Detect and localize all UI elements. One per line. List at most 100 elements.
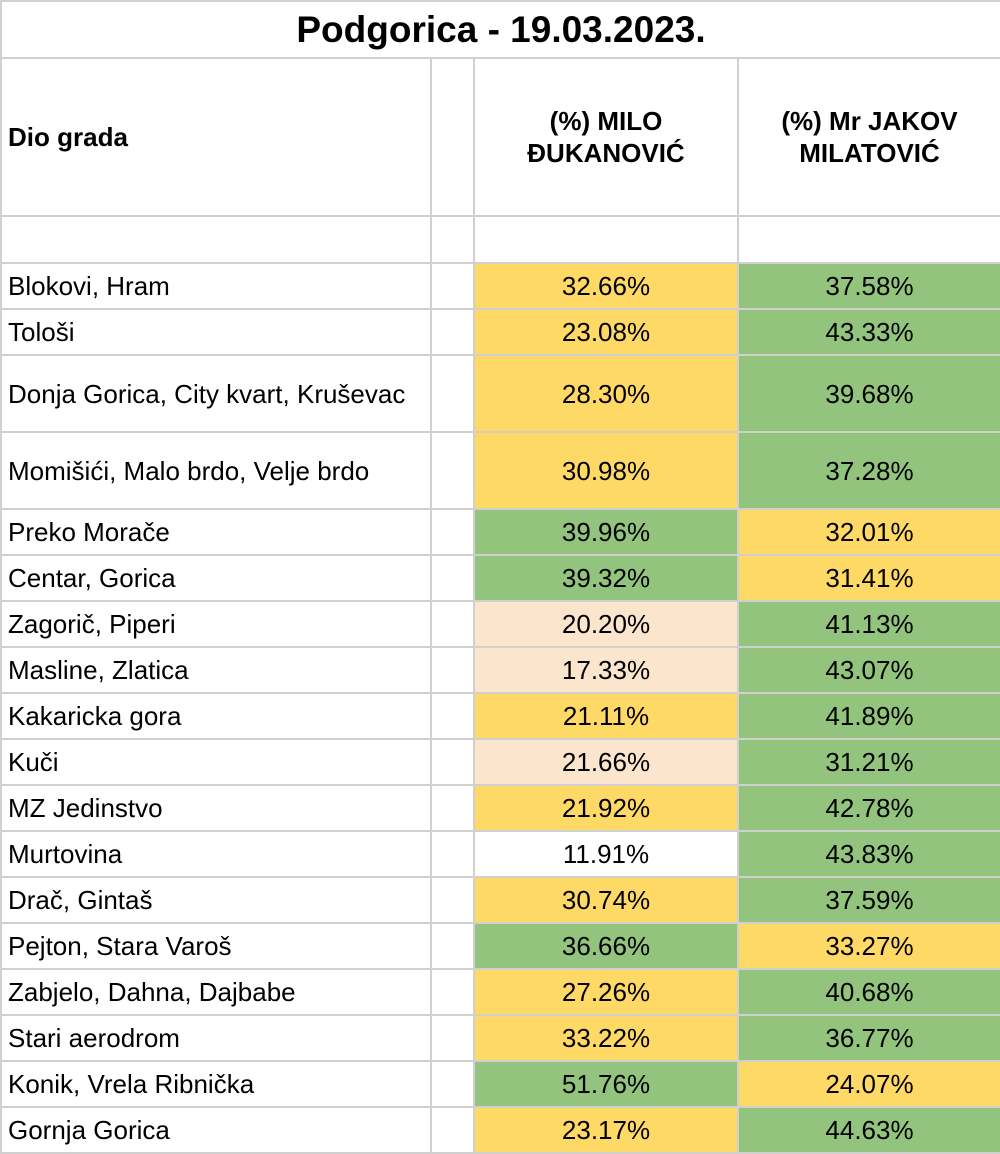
empty-cell [430, 215, 475, 264]
title-row: Podgorica - 19.03.2023. [0, 0, 1000, 59]
district-cell: Drač, Gintaš [0, 876, 432, 924]
district-cell: Masline, Zlatica [0, 646, 432, 694]
empty-cell [473, 215, 739, 264]
milatovic-cell: 37.59% [736, 876, 1000, 924]
table-row: Momišići, Malo brdo, Velje brdo 30.98% 37.… [0, 431, 1000, 510]
blank-cell [430, 1106, 475, 1154]
djukanovic-cell: 23.17% [473, 1106, 739, 1154]
blank-cell [430, 1014, 475, 1062]
district-cell: Murtovina [0, 830, 432, 878]
table-row: Masline, Zlatica 17.33% 43.07% [0, 646, 1000, 694]
milatovic-cell: 33.27% [736, 922, 1000, 970]
blank-cell [430, 354, 475, 433]
djukanovic-cell: 51.76% [473, 1060, 739, 1108]
djukanovic-cell: 33.22% [473, 1014, 739, 1062]
blank-cell [430, 922, 475, 970]
djukanovic-cell: 23.08% [473, 308, 739, 356]
header-milatovic: (%) Mr JAKOV MILATOVIĆ [736, 57, 1000, 217]
district-cell: Blokovi, Hram [0, 262, 432, 310]
milatovic-cell: 42.78% [736, 784, 1000, 832]
djukanovic-cell: 21.66% [473, 738, 739, 786]
blank-cell [430, 830, 475, 878]
table-row: Kakaricka gora 21.11% 41.89% [0, 692, 1000, 740]
milatovic-cell: 41.89% [736, 692, 1000, 740]
table-row: MZ Jedinstvo 21.92% 42.78% [0, 784, 1000, 832]
blank-cell [430, 876, 475, 924]
district-cell: Zabjelo, Dahna, Dajbabe [0, 968, 432, 1016]
djukanovic-cell: 30.74% [473, 876, 739, 924]
district-cell: Centar, Gorica [0, 554, 432, 602]
djukanovic-cell: 20.20% [473, 600, 739, 648]
milatovic-cell: 43.07% [736, 646, 1000, 694]
table-row: Zabjelo, Dahna, Dajbabe 27.26% 40.68% [0, 968, 1000, 1016]
blank-cell [430, 692, 475, 740]
district-cell: Gornja Gorica [0, 1106, 432, 1154]
table-row: Tološi 23.08% 43.33% [0, 308, 1000, 356]
blank-cell [430, 308, 475, 356]
header-district: Dio grada [0, 57, 432, 217]
milatovic-cell: 36.77% [736, 1014, 1000, 1062]
milatovic-cell: 40.68% [736, 968, 1000, 1016]
milatovic-cell: 44.63% [736, 1106, 1000, 1154]
milatovic-cell: 37.28% [736, 431, 1000, 510]
district-cell: Tološi [0, 308, 432, 356]
blank-cell [430, 600, 475, 648]
djukanovic-cell: 36.66% [473, 922, 739, 970]
milatovic-cell: 24.07% [736, 1060, 1000, 1108]
table-row: Murtovina 11.91% 43.83% [0, 830, 1000, 878]
table-row: Centar, Gorica 39.32% 31.41% [0, 554, 1000, 602]
district-cell: Stari aerodrom [0, 1014, 432, 1062]
district-cell: Kakaricka gora [0, 692, 432, 740]
table-row: Konik, Vrela Ribnička 51.76% 24.07% [0, 1060, 1000, 1108]
district-cell: Momišići, Malo brdo, Velje brdo [0, 431, 432, 510]
table-title: Podgorica - 19.03.2023. [0, 0, 1000, 59]
district-cell: Pejton, Stara Varoš [0, 922, 432, 970]
district-cell: Donja Gorica, City kvart, Kruševac [0, 354, 432, 433]
djukanovic-cell: 39.96% [473, 508, 739, 556]
header-blank [430, 57, 475, 217]
header-row: Dio grada (%) MILO ĐUKANOVIĆ (%) Mr JAKO… [0, 57, 1000, 217]
milatovic-cell: 31.21% [736, 738, 1000, 786]
djukanovic-cell: 17.33% [473, 646, 739, 694]
table-row: Zagorič, Piperi 20.20% 41.13% [0, 600, 1000, 648]
djukanovic-cell: 11.91% [473, 830, 739, 878]
milatovic-cell: 43.33% [736, 308, 1000, 356]
table-row: Kuči 21.66% 31.21% [0, 738, 1000, 786]
blank-cell [430, 784, 475, 832]
blank-cell [430, 508, 475, 556]
djukanovic-cell: 28.30% [473, 354, 739, 433]
djukanovic-cell: 30.98% [473, 431, 739, 510]
table-row: Preko Morače 39.96% 32.01% [0, 508, 1000, 556]
table-row: Pejton, Stara Varoš 36.66% 33.27% [0, 922, 1000, 970]
djukanovic-cell: 39.32% [473, 554, 739, 602]
milatovic-cell: 39.68% [736, 354, 1000, 433]
district-cell: Konik, Vrela Ribnička [0, 1060, 432, 1108]
milatovic-cell: 31.41% [736, 554, 1000, 602]
table-row: Donja Gorica, City kvart, Kruševac 28.30%… [0, 354, 1000, 433]
blank-cell [430, 554, 475, 602]
district-cell: Kuči [0, 738, 432, 786]
table-row: Gornja Gorica 23.17% 44.63% [0, 1106, 1000, 1154]
djukanovic-cell: 27.26% [473, 968, 739, 1016]
table-row: Stari aerodrom 33.22% 36.77% [0, 1014, 1000, 1062]
table-row: Blokovi, Hram 32.66% 37.58% [0, 262, 1000, 310]
header-djukanovic: (%) MILO ĐUKANOVIĆ [473, 57, 739, 217]
district-cell: Preko Morače [0, 508, 432, 556]
blank-cell [430, 738, 475, 786]
table-row: Drač, Gintaš 30.74% 37.59% [0, 876, 1000, 924]
djukanovic-cell: 21.92% [473, 784, 739, 832]
district-cell: MZ Jedinstvo [0, 784, 432, 832]
blank-cell [430, 646, 475, 694]
milatovic-cell: 37.58% [736, 262, 1000, 310]
empty-cell [736, 215, 1000, 264]
djukanovic-cell: 21.11% [473, 692, 739, 740]
blank-cell [430, 968, 475, 1016]
empty-row [0, 215, 1000, 264]
blank-cell [430, 431, 475, 510]
district-cell: Zagorič, Piperi [0, 600, 432, 648]
milatovic-cell: 41.13% [736, 600, 1000, 648]
djukanovic-cell: 32.66% [473, 262, 739, 310]
milatovic-cell: 32.01% [736, 508, 1000, 556]
blank-cell [430, 1060, 475, 1108]
